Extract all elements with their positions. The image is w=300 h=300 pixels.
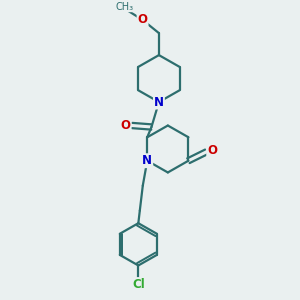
Text: O: O [207,144,217,157]
Text: O: O [138,14,148,26]
Text: N: N [154,95,164,109]
Text: O: O [121,119,130,132]
Text: Cl: Cl [132,278,145,291]
Text: CH₃: CH₃ [116,2,134,12]
Text: N: N [142,154,152,167]
